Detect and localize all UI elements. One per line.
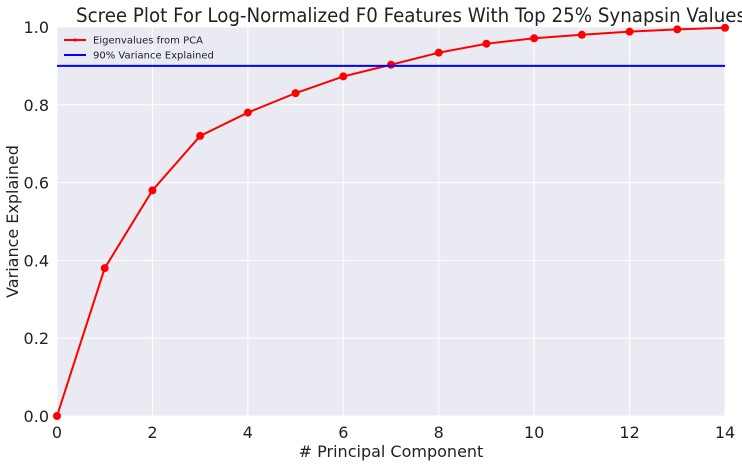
data-point [721, 23, 729, 32]
data-series [53, 23, 729, 420]
data-point [625, 27, 634, 36]
data-point [148, 186, 157, 195]
data-point [387, 60, 395, 69]
data-point [291, 89, 300, 98]
y-tick-label: 0.2 [24, 329, 49, 348]
chart-legend: Eigenvalues from PCA 90% Variance Explain… [64, 36, 214, 62]
data-point [482, 39, 491, 48]
x-tick-label: 0 [52, 423, 62, 442]
y-tick-label: 0.4 [24, 251, 49, 270]
x-tick-label: 8 [434, 423, 444, 442]
x-tick-label: 6 [338, 423, 348, 442]
data-point [243, 108, 252, 117]
legend-marker [73, 38, 77, 42]
data-point [530, 34, 539, 43]
x-tick-label: 14 [715, 423, 735, 442]
data-point [53, 412, 61, 420]
data-point [577, 30, 586, 39]
x-tick-label: 10 [524, 423, 544, 442]
y-axis-title: Variance Explained [3, 145, 22, 298]
data-point [673, 25, 682, 34]
legend-label: Eigenvalues from PCA [93, 36, 203, 47]
tick-labels: 0 2 4 6 8 10 12 14 0.0 0.2 0.4 0.6 0.8 1.0 [24, 18, 736, 442]
chart-title: Scree Plot For Log-Normalized F0 Feature… [76, 4, 742, 27]
y-tick-label: 0.6 [24, 174, 49, 193]
x-tick-label: 12 [619, 423, 639, 442]
data-point [100, 264, 109, 273]
data-point [434, 48, 443, 57]
y-tick-label: 0.8 [24, 96, 49, 115]
legend-label: 90% Variance Explained [93, 51, 214, 62]
x-tick-label: 2 [147, 423, 157, 442]
data-point [196, 131, 205, 140]
x-tick-label: 4 [243, 423, 253, 442]
y-tick-label: 1.0 [24, 18, 49, 37]
x-axis-title: # Principal Component [299, 442, 484, 461]
data-point [339, 72, 348, 81]
grid-lines [56, 26, 726, 417]
y-tick-label: 0.0 [24, 407, 49, 426]
plot-area-background [57, 27, 725, 416]
